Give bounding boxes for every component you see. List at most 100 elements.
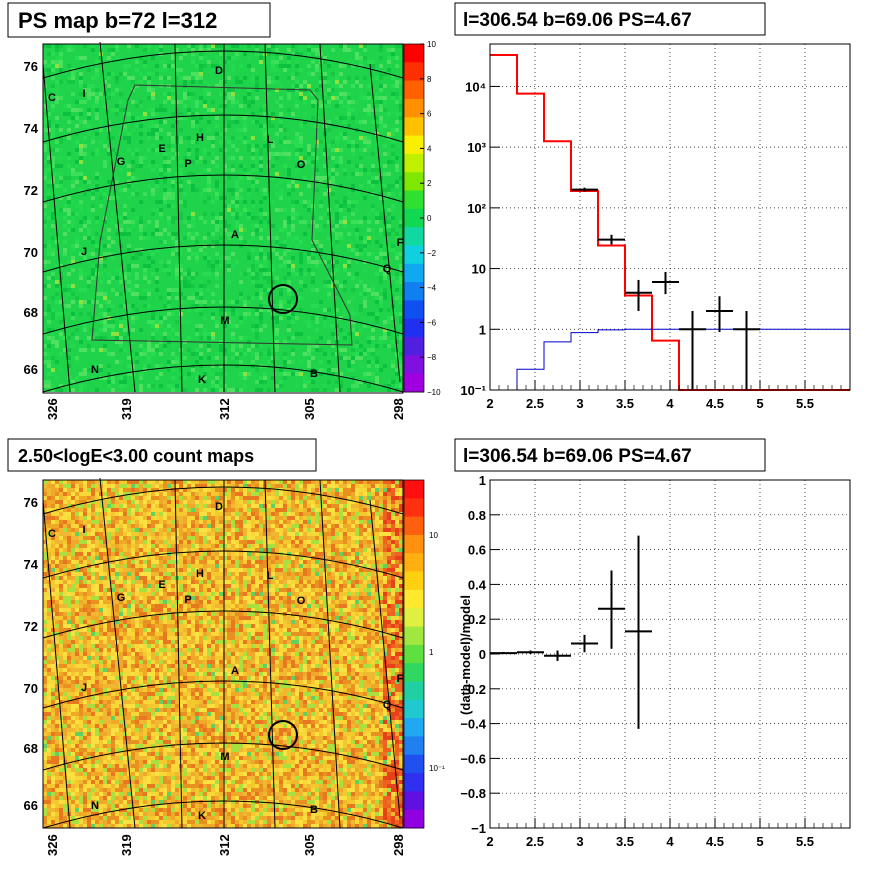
source-label-g: G — [117, 592, 126, 604]
palette-swatch — [404, 791, 424, 811]
spectrum-y-tick: 10 — [472, 262, 486, 277]
map-x-tick: 298 — [391, 398, 406, 420]
palette-swatch — [404, 172, 424, 192]
ps-map-frame — [42, 43, 404, 394]
residual-title: l=306.54 b=69.06 PS=4.67 — [463, 446, 692, 467]
palette-swatch — [404, 589, 424, 609]
count-map-panel: 2.50<logE<3.00 count maps D C I H L E G P O A J F Q M… — [7, 438, 445, 856]
count-map-source-labels: D C I H L E G P O A J F Q M N K B — [48, 501, 404, 822]
palette-tick-label: −8 — [427, 353, 437, 362]
source-label-b: B — [310, 368, 318, 380]
palette-swatch — [404, 190, 424, 210]
palette-tick-label: 10 — [429, 531, 438, 540]
spectrum-title: l=306.54 b=69.06 PS=4.67 — [463, 10, 692, 31]
source-label-a: A — [231, 229, 239, 241]
palette-swatch — [404, 681, 424, 701]
map-y-tick: 66 — [24, 798, 38, 813]
palette-swatch — [404, 208, 424, 228]
map-x-tick: 319 — [119, 398, 134, 420]
spectrum-y-tick: 1 — [479, 322, 486, 337]
palette-tick-label: 10 — [427, 40, 436, 49]
source-label-c: C — [48, 528, 56, 540]
source-label-o: O — [297, 159, 306, 171]
residual-ylabel: (data-model)/model — [458, 595, 473, 715]
palette-tick-label: 4 — [427, 144, 432, 153]
source-label-o: O — [297, 595, 306, 607]
palette-swatch — [404, 736, 424, 756]
ps-map-palette: 10 8 6 4 2 0 −2 −4 −6 −8 −10 — [403, 40, 441, 397]
residual-y-tick: 0.2 — [468, 612, 486, 627]
residual-y-tick: 0.4 — [468, 577, 487, 592]
residual-y-tick: 0 — [479, 647, 486, 662]
palette-tick-label: −6 — [427, 318, 437, 327]
map-x-tick: 319 — [119, 834, 134, 856]
palette-swatch — [404, 62, 424, 82]
palette-swatch — [404, 80, 424, 100]
map-y-tick: 76 — [24, 495, 38, 510]
palette-tick-label: −4 — [427, 284, 437, 293]
count-map-image — [43, 480, 403, 828]
palette-swatch — [404, 227, 424, 246]
source-label-j: J — [81, 682, 87, 694]
ps-map-title: PS map b=72 l=312 — [18, 8, 217, 33]
residual-y-tick: 0.8 — [468, 508, 486, 523]
residual-x-tick: 5.5 — [796, 834, 814, 849]
source-label-n: N — [91, 364, 99, 376]
palette-swatch — [404, 282, 424, 301]
count-map-title: 2.50<logE<3.00 count maps — [18, 446, 254, 466]
palette-swatch — [404, 553, 424, 573]
source-label-c: C — [48, 92, 56, 104]
map-x-tick: 326 — [45, 398, 60, 420]
residual-y-tick: −1 — [471, 821, 486, 836]
spectrum-title-box — [454, 2, 766, 36]
ps-map-source-labels: D C I H L E G P O A J F Q M N K B — [48, 65, 404, 386]
palette-swatch — [404, 44, 424, 63]
source-label-l: L — [267, 570, 274, 582]
palette-swatch — [404, 773, 424, 792]
palette-swatch — [404, 117, 424, 137]
residual-y-tick: −0.4 — [460, 717, 486, 732]
spectrum-x-tick: 5 — [756, 396, 763, 411]
spectrum-panel: l=306.54 b=69.06 PS=4.67 2 2.5 3 3.5 4 4.5 5 5.… — [454, 2, 851, 411]
palette-tick-label: 0 — [427, 214, 432, 223]
residual-x-tick: 3.5 — [616, 834, 634, 849]
source-label-a: A — [231, 665, 239, 677]
palette-swatch — [404, 135, 424, 155]
count-map-grid — [42, 477, 404, 829]
ps-map-roi-outline — [91, 84, 353, 346]
source-label-q: Q — [383, 699, 392, 711]
ps-map-title-box — [7, 2, 271, 38]
source-label-g: G — [117, 156, 126, 168]
spectrum-y-tick: 10³ — [467, 140, 486, 155]
palette-swatch — [404, 754, 424, 774]
map-y-tick: 70 — [24, 245, 38, 260]
residual-x-tick: 2.5 — [526, 834, 544, 849]
palette-swatch — [404, 300, 424, 320]
palette-swatch — [404, 498, 424, 518]
ps-map-grid — [42, 41, 404, 393]
source-label-b: B — [310, 804, 318, 816]
residual-x-tick: 5 — [756, 834, 763, 849]
source-label-m: M — [220, 751, 229, 763]
spectrum-x-tick: 4 — [666, 396, 674, 411]
map-x-tick: 305 — [302, 398, 317, 420]
palette-tick-label: 10⁻¹ — [429, 764, 445, 773]
source-label-f: F — [397, 237, 404, 249]
spectrum-x-tick: 3 — [576, 396, 583, 411]
source-label-n: N — [91, 800, 99, 812]
source-label-m: M — [220, 315, 229, 327]
map-x-tick: 326 — [45, 834, 60, 856]
source-label-f: F — [397, 673, 404, 685]
map-x-tick: 305 — [302, 834, 317, 856]
source-label-h: H — [196, 132, 204, 144]
residual-x-tick: 4.5 — [706, 834, 724, 849]
source-label-k: K — [198, 374, 206, 386]
palette-swatch — [404, 337, 424, 356]
palette-tick-label: 8 — [427, 75, 432, 84]
palette-tick-label: 6 — [427, 110, 432, 119]
map-y-tick: 74 — [24, 557, 39, 572]
residual-panel: l=306.54 b=69.06 PS=4.67 (data-model)/mo… — [454, 438, 851, 849]
map-x-tick: 312 — [217, 834, 232, 856]
map-y-tick: 66 — [24, 362, 38, 377]
